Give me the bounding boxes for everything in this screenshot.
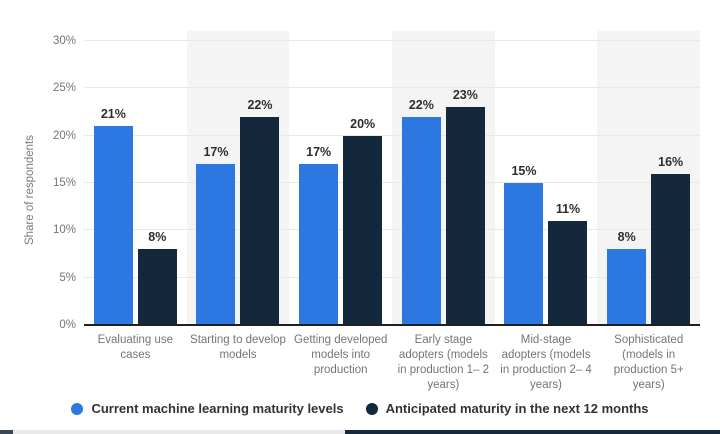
x-axis-label-3: Getting developed models into production <box>294 334 388 376</box>
legend-item-series2[interactable]: Anticipated maturity in the next 12 mont… <box>365 401 649 416</box>
bottom-strip-segment <box>0 430 13 434</box>
bottom-strip-segment <box>345 430 720 434</box>
x-axis-line <box>84 324 700 326</box>
legend-dot-icon <box>71 402 84 415</box>
bar-value-label: 15% <box>511 164 537 178</box>
y-axis-tick-label: 10% <box>52 224 76 237</box>
category-cell: 21% 8% <box>84 31 187 325</box>
gridline <box>84 182 700 183</box>
y-axis-tick-label: 25% <box>52 82 76 95</box>
gridline <box>84 229 700 231</box>
category-cell: 17% 22% <box>187 31 290 325</box>
bottom-strip-segment <box>13 430 345 434</box>
x-axis-label-6: Sophisticated (models in production 5+ y… <box>613 334 684 391</box>
bar-series2-cat6[interactable] <box>651 173 691 325</box>
bar-series2-cat3[interactable] <box>343 135 383 325</box>
legend-dot-icon <box>365 402 378 415</box>
x-axis-labels: Evaluating use cases Starting to develop … <box>84 333 700 393</box>
y-axis-tick-label: 0% <box>59 319 76 331</box>
bar-series1-cat1[interactable] <box>93 126 133 325</box>
bar-value-label: 11% <box>555 201 581 216</box>
legend-label: Current machine learning maturity levels <box>91 401 344 416</box>
bar-value-label: 20% <box>350 116 376 131</box>
gridline <box>84 276 700 278</box>
bar-series1-cat5[interactable] <box>504 183 544 325</box>
bar-value-label: 8% <box>148 230 167 245</box>
bar-value-label: 23% <box>452 88 478 103</box>
category-cell: 8% 16% <box>597 31 700 325</box>
bar-value-label: 17% <box>203 145 229 160</box>
bar-series2-cat5[interactable] <box>548 220 588 325</box>
bar-series1-cat2[interactable] <box>196 164 236 325</box>
gridline <box>84 134 700 136</box>
bottom-strip <box>0 430 720 434</box>
bar-value-label: 16% <box>658 154 684 169</box>
y-axis-tick-label: 15% <box>52 177 76 189</box>
bar-value-label: 17% <box>306 145 332 160</box>
gridline <box>84 87 700 89</box>
bar-series1-cat4[interactable] <box>401 116 441 325</box>
x-axis-label-5: Mid-stage adopters (models in production… <box>500 334 592 391</box>
category-cell: 15% 11% <box>495 31 598 325</box>
category-cell: 17% 20% <box>289 31 392 325</box>
bar-series2-cat1[interactable] <box>137 249 177 325</box>
category-cell: 22% 23% <box>392 31 495 325</box>
chart-legend: Current machine learning maturity levels… <box>0 401 720 416</box>
bar-value-label: 22% <box>408 97 434 112</box>
gridline <box>84 40 700 41</box>
x-axis-label-4: Early stage adopters (models in producti… <box>397 334 490 391</box>
bar-series2-cat4[interactable] <box>445 107 485 325</box>
y-axis-tick-label: 30% <box>52 35 76 47</box>
bar-value-label: 21% <box>100 107 126 122</box>
legend-item-series1[interactable]: Current machine learning maturity levels <box>71 401 344 416</box>
bar-series2-cat2[interactable] <box>240 116 280 325</box>
legend-label: Anticipated maturity in the next 12 mont… <box>385 401 649 416</box>
y-axis-tick-label: 20% <box>52 129 76 142</box>
bar-series1-cat3[interactable] <box>299 164 339 325</box>
bar-value-label: 8% <box>617 230 636 245</box>
x-axis-label-2: Starting to develop models <box>190 334 286 361</box>
plot-area: 21% 8% 17% 22% 17% 20% 22% 23% 15% 11% 8% 16% <box>84 31 700 326</box>
bar-series1-cat6[interactable] <box>607 249 647 325</box>
y-axis-tick-label: 5% <box>59 271 76 284</box>
x-axis-label-1: Evaluating use cases <box>97 334 174 361</box>
bar-value-label: 22% <box>247 97 273 112</box>
